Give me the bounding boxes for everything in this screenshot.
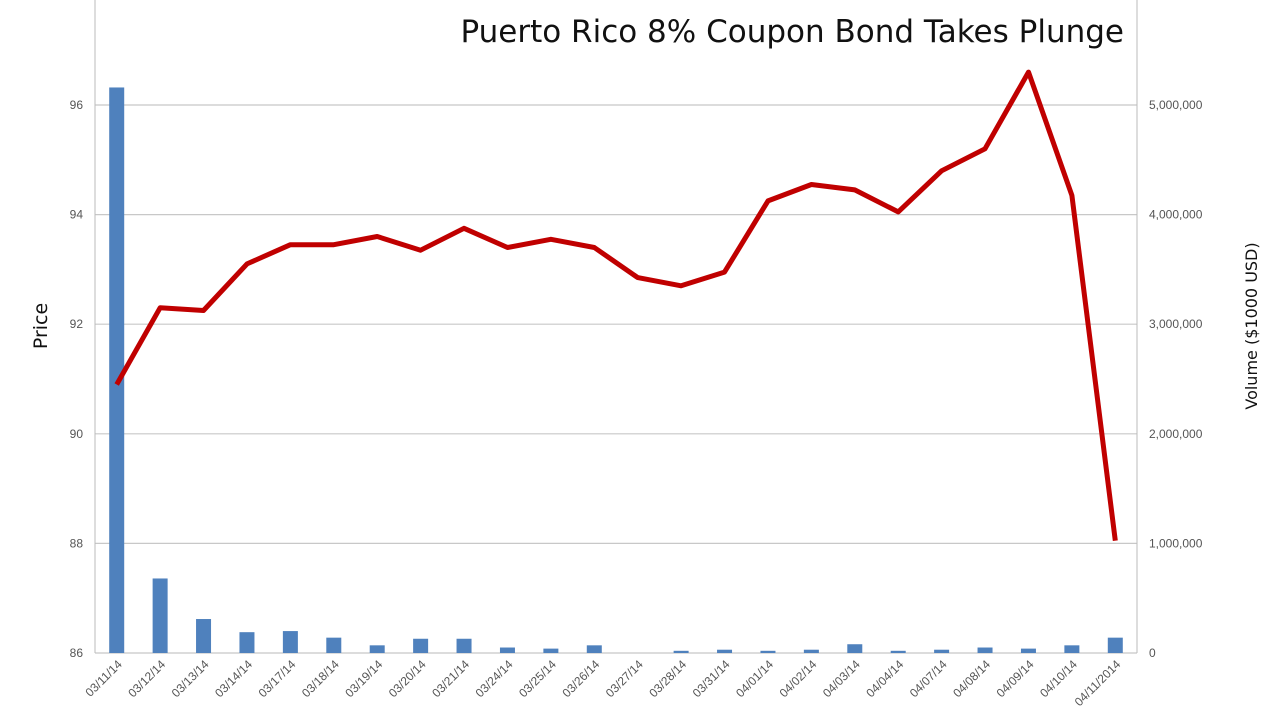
x-tick-label: 03/14/14 — [212, 657, 255, 700]
chart-title: Puerto Rico 8% Coupon Bond Takes Plunge — [460, 14, 1124, 50]
y-tick-right: 4,000,000 — [1149, 208, 1203, 222]
volume-bar — [326, 637, 342, 653]
y-tick-left: 96 — [70, 98, 84, 112]
volume-bar — [499, 647, 515, 653]
y-tick-left: 86 — [70, 646, 84, 660]
x-tick-label: 03/20/14 — [386, 657, 429, 700]
x-axis-ticks: 03/11/14 03/12/14 03/13/14 03/14/14 03/17/14… — [83, 657, 1124, 709]
y-tick-left: 90 — [70, 427, 84, 441]
x-tick-label: 03/28/14 — [646, 657, 689, 700]
y-tick-left: 88 — [70, 536, 84, 550]
volume-bar — [543, 648, 559, 653]
x-tick-label: 03/19/14 — [342, 657, 385, 700]
x-tick-label: 03/24/14 — [473, 657, 516, 700]
volume-bars — [109, 87, 1123, 654]
x-tick-label: 03/18/14 — [299, 657, 342, 700]
x-tick-label: 03/27/14 — [603, 657, 646, 700]
x-tick-label: 04/01/14 — [733, 657, 776, 700]
volume-bar — [717, 649, 733, 653]
volume-bar — [196, 619, 212, 653]
x-tick-label: 04/08/14 — [950, 657, 993, 700]
x-tick-label: 04/10/14 — [1037, 657, 1080, 700]
y-tick-right: 0 — [1149, 646, 1156, 660]
x-tick-label: 04/04/14 — [863, 657, 906, 700]
volume-bar — [934, 649, 950, 653]
x-tick-label: 03/21/14 — [429, 657, 472, 700]
volume-bar — [109, 87, 125, 654]
price-line — [114, 69, 1118, 542]
volume-bar — [977, 647, 993, 653]
volume-bar — [803, 649, 819, 653]
right-axis-ticks: 0 1,000,000 2,000,000 3,000,000 4,000,000 5,0… — [1149, 98, 1203, 660]
gridlines — [95, 104, 1137, 654]
x-tick-label: 04/02/14 — [777, 657, 820, 700]
y-tick-right: 3,000,000 — [1149, 317, 1203, 331]
volume-bar — [673, 650, 689, 653]
volume-bar — [890, 650, 906, 653]
x-tick-label: 03/12/14 — [125, 657, 168, 700]
y-axis-label-left: Price — [30, 303, 52, 349]
x-tick-label: 03/13/14 — [169, 657, 212, 700]
volume-bar — [760, 650, 776, 653]
volume-bar — [239, 632, 255, 653]
volume-bar — [1064, 645, 1080, 653]
y-tick-right: 1,000,000 — [1149, 536, 1203, 550]
x-tick-label: 04/11/2014 — [1072, 657, 1124, 709]
volume-bar — [1020, 648, 1036, 653]
volume-bar — [456, 638, 472, 653]
left-axis-ticks: 86 88 90 92 94 96 — [70, 98, 84, 660]
volume-bar — [413, 638, 429, 653]
y-tick-right: 5,000,000 — [1149, 98, 1203, 112]
x-tick-label: 04/03/14 — [820, 657, 863, 700]
volume-bar — [1107, 637, 1123, 653]
volume-bar — [586, 645, 602, 653]
y-tick-left: 94 — [70, 208, 84, 222]
x-tick-label: 03/25/14 — [516, 657, 559, 700]
x-tick-label: 03/11/14 — [83, 657, 126, 700]
x-tick-label: 04/07/14 — [907, 657, 950, 700]
y-tick-right: 2,000,000 — [1149, 427, 1203, 441]
x-tick-label: 03/26/14 — [559, 657, 602, 700]
y-axis-label-right: Volume ($1000 USD) — [1242, 242, 1261, 409]
volume-bar — [152, 578, 168, 653]
price-series-line — [114, 69, 1118, 542]
volume-bar — [282, 631, 298, 653]
volume-bar — [847, 644, 863, 653]
x-tick-label: 03/17/14 — [256, 657, 299, 700]
x-tick-label: 04/09/14 — [994, 657, 1037, 700]
x-tick-label: 03/31/14 — [690, 657, 733, 700]
y-tick-left: 92 — [70, 317, 84, 331]
volume-bar — [369, 645, 385, 653]
